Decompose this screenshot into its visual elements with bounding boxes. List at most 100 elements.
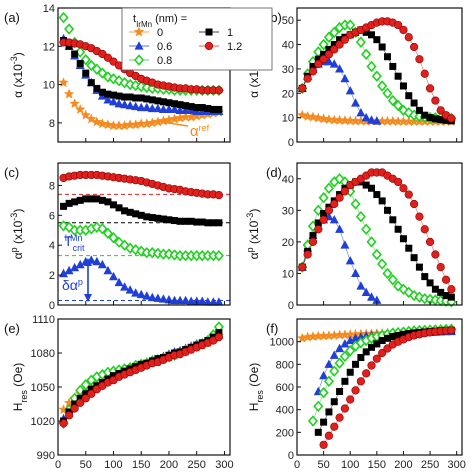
data-point xyxy=(104,90,112,98)
data-point xyxy=(447,326,456,335)
panel-label: (c) xyxy=(4,165,19,180)
x-tick-label: 200 xyxy=(160,459,178,471)
data-point xyxy=(373,340,381,348)
legend-label: 0.6 xyxy=(157,41,172,53)
data-point xyxy=(102,119,114,130)
legend-entry-1: 1 xyxy=(199,27,233,39)
data-point xyxy=(153,293,163,302)
data-point xyxy=(70,262,80,272)
legend-entry-0.6: 0.6 xyxy=(129,41,172,53)
y-tick-label: 800 xyxy=(276,359,294,371)
data-point xyxy=(98,49,107,59)
data-point xyxy=(345,335,355,345)
data-point xyxy=(410,99,418,107)
data-point xyxy=(213,249,224,262)
legend-entry-1.2: 1.2 xyxy=(199,41,242,53)
y-tick-label: 400 xyxy=(276,405,294,417)
series-1 xyxy=(60,195,223,227)
data-point xyxy=(314,55,322,63)
data-point xyxy=(389,216,397,224)
data-point xyxy=(389,333,397,341)
panel-label: (f) xyxy=(266,321,278,336)
data-point xyxy=(125,285,135,294)
data-point xyxy=(76,196,84,204)
data-point xyxy=(383,206,391,214)
data-point xyxy=(159,215,167,223)
data-point xyxy=(373,36,381,44)
data-point xyxy=(361,48,372,60)
y-tick-label: 8 xyxy=(49,180,55,192)
data-point xyxy=(215,329,223,337)
data-point xyxy=(76,398,85,407)
plot-frame xyxy=(296,7,463,143)
data-point xyxy=(346,395,355,404)
data-point xyxy=(409,42,419,52)
data-point xyxy=(109,57,118,66)
data-point xyxy=(71,50,79,58)
data-point xyxy=(382,87,393,99)
data-point xyxy=(92,256,102,266)
y-tick-label: 6 xyxy=(49,210,55,222)
data-point xyxy=(198,104,206,112)
data-point xyxy=(335,343,345,353)
data-point xyxy=(335,64,345,73)
arrow-head xyxy=(84,258,92,266)
data-point xyxy=(147,292,157,302)
data-point xyxy=(165,99,173,107)
x-tick-label: 150 xyxy=(368,459,386,471)
data-point xyxy=(372,116,382,125)
data-point xyxy=(71,198,79,206)
data-point xyxy=(394,20,403,30)
y-tick-label: 200 xyxy=(276,427,294,439)
data-point xyxy=(425,84,435,93)
data-point xyxy=(367,361,376,370)
data-point xyxy=(441,275,451,284)
data-point xyxy=(165,216,173,224)
data-point xyxy=(335,413,344,422)
data-point xyxy=(320,418,328,426)
y-tick-label: 12 xyxy=(43,41,55,53)
data-point xyxy=(76,394,84,402)
x-tick-label: 50 xyxy=(317,459,329,471)
data-point xyxy=(309,62,317,70)
data-point xyxy=(204,105,212,112)
data-point xyxy=(137,94,145,102)
data-point xyxy=(176,217,184,225)
data-point xyxy=(382,267,393,280)
data-point xyxy=(98,196,106,204)
y-tick-label: 990 xyxy=(37,450,55,462)
legend-label: 0 xyxy=(157,27,163,39)
data-point xyxy=(393,99,404,112)
data-point xyxy=(437,288,445,296)
data-point xyxy=(171,100,179,108)
data-point xyxy=(356,107,366,117)
data-point xyxy=(64,265,74,275)
panel-label: (e) xyxy=(4,321,20,336)
data-point xyxy=(121,207,129,215)
data-point xyxy=(325,408,333,416)
data-point xyxy=(362,348,370,356)
x-tick-label: 300 xyxy=(447,459,465,471)
data-point xyxy=(409,199,419,209)
series-0.6 xyxy=(59,255,224,306)
data-point xyxy=(404,33,413,42)
data-point xyxy=(87,385,95,393)
data-point xyxy=(158,294,168,303)
data-point xyxy=(125,100,135,110)
data-point xyxy=(313,400,324,412)
x-tick-label: 250 xyxy=(188,459,206,471)
data-point xyxy=(340,187,350,196)
data-point xyxy=(131,288,141,297)
data-point xyxy=(204,219,212,227)
series-1 xyxy=(60,329,223,425)
data-point xyxy=(447,285,456,294)
data-point xyxy=(97,259,107,269)
data-point xyxy=(58,11,69,24)
y-tick-label: 1000 xyxy=(270,337,294,349)
plot-frame xyxy=(296,162,463,306)
legend-marker xyxy=(133,54,145,66)
data-point xyxy=(362,181,370,189)
data-point xyxy=(323,182,335,194)
